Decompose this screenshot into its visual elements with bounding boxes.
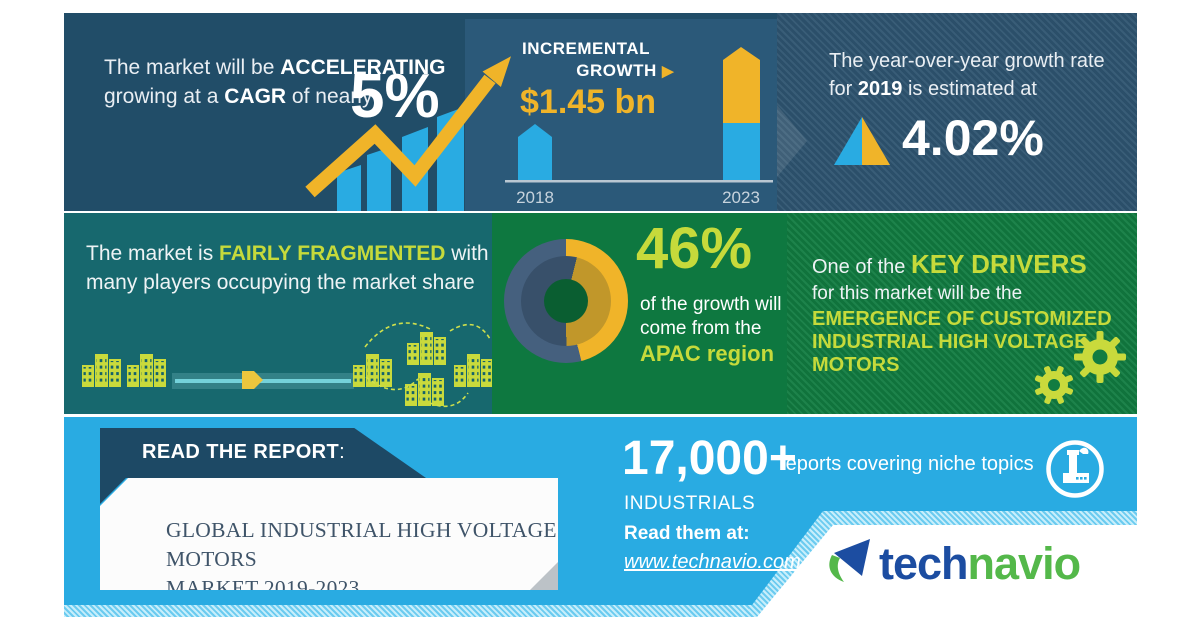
building-cluster-icon: [127, 354, 166, 387]
yoy-line2-pre: for: [829, 78, 858, 100]
x-axis: [505, 180, 773, 183]
technavio-url-link[interactable]: www.technavio.com: [624, 551, 801, 573]
bar-2018: [518, 124, 552, 180]
fragmentation-statement: The market is FAIRLY FRAGMENTED with man…: [86, 239, 489, 297]
report-title-line1: GLOBAL INDUSTRIAL HIGH VOLTAGE MOTORS: [166, 518, 557, 571]
apac-region-label: APAC region: [640, 341, 775, 366]
growth-triangle-icon: [834, 117, 890, 165]
connection-arc: [429, 392, 469, 408]
apac-share-text: of the growth will come from the: [640, 293, 782, 341]
growth-label: GROWTH: [576, 61, 662, 80]
connection-arc: [364, 322, 431, 348]
apac-donut-chart: [504, 239, 628, 363]
middle-band: The market is FAIRLY FRAGMENTED with man…: [64, 213, 1137, 414]
donut-hole: [544, 279, 588, 323]
cagr-statement: The market will be ACCELERATING growing …: [104, 53, 446, 111]
connection-arc: [365, 376, 419, 391]
incremental-growth-value: $1.45 bn: [520, 83, 657, 121]
report-count-suffix: reports covering niche topics: [779, 453, 1034, 475]
category-label: INDUSTRIALS: [624, 493, 756, 514]
technavio-logo[interactable]: technavio: [826, 538, 1082, 589]
building-cluster-icon: [405, 373, 444, 406]
incremental-label-line2: GROWTH ▶: [522, 61, 674, 81]
cagr-value: 5%: [350, 62, 440, 131]
cagr-statement-text2: growing at a: [104, 85, 225, 108]
timeline-line: [175, 379, 351, 383]
cagr-statement-text: The market will be: [104, 56, 281, 79]
incremental-label-line1: INCREMENTAL: [522, 39, 650, 58]
read-text: READ THE REPORT: [142, 441, 340, 463]
building-cluster-icon: [82, 354, 121, 387]
apac-line2: come from the: [640, 318, 762, 339]
cagr-label: CAGR: [224, 85, 287, 108]
play-triangle-icon: ▶: [661, 63, 674, 80]
building-cluster-icon: [407, 332, 446, 365]
read-them-at-label: Read them at:: [624, 523, 750, 544]
apac-line1: of the growth will: [640, 294, 782, 315]
technavio-logo-icon: [829, 539, 870, 582]
report-title: GLOBAL INDUSTRIAL HIGH VOLTAGE MOTORS MA…: [166, 516, 558, 603]
yoy-statement: The year-over-year growth rate for 2019 …: [829, 47, 1105, 103]
report-title-line2: MARKET 2019-2023: [166, 576, 360, 600]
key-drivers-line2: for this market will be the: [812, 283, 1023, 304]
kd-pre: One of the: [812, 256, 911, 278]
growth-trend-chart: [305, 56, 511, 211]
kd-bold-2: INDUSTRIAL HIGH VOLTAGE: [812, 331, 1088, 353]
read-the-report-label: READ THE REPORT:: [142, 441, 345, 464]
building-cluster-icon: [454, 354, 492, 387]
read-the-report-banner: READ THE REPORT:: [100, 428, 426, 478]
yoy-value: 4.02%: [902, 110, 1044, 166]
cagr-statement-text3: of nearly: [286, 85, 373, 108]
key-drivers-intro: One of the KEY DRIVERS: [812, 249, 1087, 280]
report-count: 17,000+: [622, 432, 797, 485]
frag-line1-pre: The market is: [86, 242, 220, 265]
footer-strip: READ THE REPORT: GLOBAL INDUSTRIAL HIGH …: [64, 417, 1137, 617]
incremental-growth-bar-chart: 2018 2023: [505, 47, 773, 207]
kd-bold-3: MOTORS: [812, 354, 900, 376]
key-drivers-panel: [787, 213, 1137, 414]
connection-arc: [449, 323, 491, 340]
logo-tech: tech: [879, 538, 969, 589]
frag-line1-post: with: [445, 242, 489, 265]
play-arrow-icon: [242, 371, 263, 389]
top-band: The market will be ACCELERATING growing …: [64, 13, 1137, 211]
top-right-striped-background: [777, 13, 1137, 211]
bar-2023-base: [723, 123, 760, 180]
accelerating-label: ACCELERATING: [280, 56, 446, 79]
apac-share-value: 46%: [636, 216, 753, 281]
industrials-factory-icon: [1046, 440, 1104, 498]
kd-bold-1: EMERGENCE OF CUSTOMIZED: [812, 308, 1112, 330]
tick-2018: 2018: [516, 188, 554, 207]
arrow-head-icon: [482, 56, 511, 87]
yoy-line2-post: is estimated at: [902, 78, 1037, 100]
bar-2023-incremental: [723, 47, 760, 123]
tick-2023: 2023: [722, 188, 760, 207]
gears-icon: [1034, 331, 1126, 405]
key-drivers-label: KEY DRIVERS: [910, 249, 1087, 279]
market-players-illustration: [82, 322, 492, 408]
technavio-logo-text: technavio: [879, 538, 1082, 589]
colon: :: [339, 441, 346, 463]
yoy-line1: The year-over-year growth rate: [829, 50, 1105, 72]
frag-line2: many players occupying the market share: [86, 271, 475, 294]
yoy-year: 2019: [857, 78, 903, 100]
fairly-fragmented-label: FAIRLY FRAGMENTED: [219, 242, 446, 265]
key-driver-name: EMERGENCE OF CUSTOMIZED INDUSTRIAL HIGH …: [812, 308, 1112, 377]
logo-navio: navio: [967, 538, 1082, 589]
report-card[interactable]: GLOBAL INDUSTRIAL HIGH VOLTAGE MOTORS MA…: [100, 478, 558, 590]
